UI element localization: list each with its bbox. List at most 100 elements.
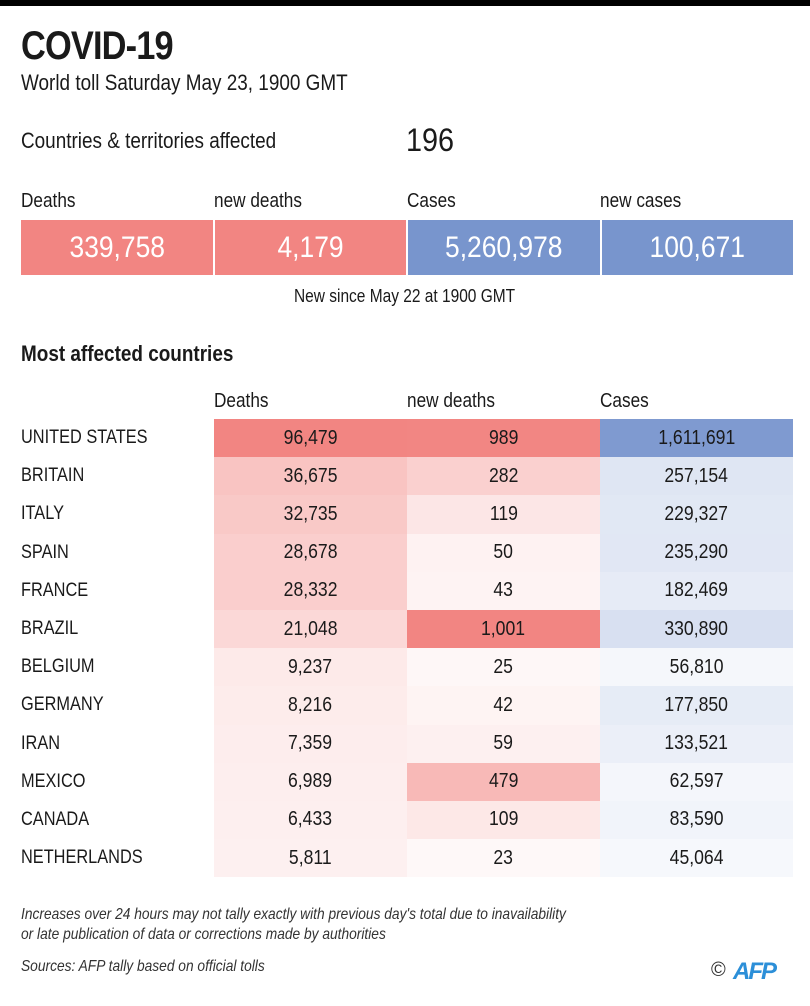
new-deaths-cell: 43	[407, 571, 600, 610]
country-name: NETHERLANDS	[21, 839, 214, 877]
deaths-cell: 36,675	[214, 457, 407, 496]
deaths-cell-value: 6,989	[288, 770, 333, 793]
country-name-value: GERMANY	[21, 694, 104, 716]
summary-cases-value: 5,260,978	[445, 230, 563, 264]
new-deaths-cell: 50	[407, 533, 600, 572]
country-name-value: NETHERLANDS	[21, 847, 143, 869]
country-name-value: FRANCE	[21, 579, 89, 601]
new-deaths-cell: 479	[407, 762, 600, 801]
summary-deaths: 339,758	[21, 220, 213, 275]
country-name-value: CANADA	[21, 808, 90, 830]
summary-note: New since May 22 at 1900 GMT	[0, 286, 810, 307]
new-deaths-cell-value: 42	[493, 693, 514, 716]
new-deaths-cell-value: 25	[493, 655, 514, 678]
countries-affected-label: Countries & territories affected	[21, 128, 277, 153]
summary-new-deaths: 4,179	[214, 220, 406, 275]
deaths-cell-value: 5,811	[289, 846, 332, 869]
table-header-new-deaths: new deaths	[407, 390, 495, 412]
footnote-line-1: Increases over 24 hours may not tally ex…	[21, 906, 566, 923]
new-deaths-cell-value: 109	[488, 808, 519, 831]
cases-cell-value: 133,521	[664, 732, 729, 755]
cases-cell: 133,521	[600, 724, 793, 763]
summary-new-deaths-value: 4,179	[277, 230, 344, 264]
country-name: CANADA	[21, 801, 214, 839]
new-deaths-cell: 42	[407, 686, 600, 725]
deaths-cell: 6,433	[214, 800, 407, 840]
table-row: ITALY 32,735 119 229,327	[21, 495, 793, 534]
cases-cell-value: 330,890	[664, 617, 729, 640]
cases-cell: 56,810	[600, 648, 793, 687]
summary-headers: Deaths new deaths Cases new cases	[21, 190, 793, 216]
new-deaths-cell: 109	[407, 800, 600, 840]
new-deaths-cell: 989	[407, 419, 600, 458]
table-row: FRANCE 28,332 43 182,469	[21, 571, 793, 610]
cases-cell-value: 229,327	[664, 502, 729, 525]
cases-cell-value: 45,064	[669, 846, 724, 869]
new-deaths-cell: 23	[407, 839, 600, 878]
cases-cell-value: 83,590	[669, 808, 724, 831]
cases-cell: 235,290	[600, 533, 793, 572]
new-deaths-cell-value: 119	[489, 502, 518, 525]
countries-affected-value: 196	[406, 122, 455, 158]
footnote-line-2: or late publication of data or correctio…	[21, 926, 386, 943]
deaths-cell: 6,989	[214, 762, 407, 801]
countries-table: UNITED STATES 96,479 989 1,611,691 BRITAIN 36…	[21, 419, 793, 878]
table-row: GERMANY 8,216 42 177,850	[21, 686, 793, 725]
table-row: BELGIUM 9,237 25 56,810	[21, 648, 793, 687]
table-row: BRITAIN 36,675 282 257,154	[21, 457, 793, 496]
deaths-cell: 5,811	[214, 839, 407, 878]
most-affected-title: Most affected countries	[21, 341, 234, 366]
summary-header-new-cases: new cases	[600, 190, 682, 212]
table-headers: Deaths new deaths Cases	[21, 390, 793, 414]
new-deaths-cell-value: 282	[488, 464, 519, 487]
deaths-cell: 8,216	[214, 686, 407, 725]
table-row: UNITED STATES 96,479 989 1,611,691	[21, 419, 793, 458]
cases-cell-value: 182,469	[664, 579, 729, 602]
footnote: Increases over 24 hours may not tally ex…	[21, 905, 566, 945]
country-name-value: IRAN	[21, 732, 61, 754]
page-subtitle: World toll Saturday May 23, 1900 GMT	[21, 70, 348, 95]
deaths-cell-value: 8,216	[288, 693, 333, 716]
cases-cell: 177,850	[600, 686, 793, 725]
cases-cell-value: 177,850	[664, 693, 729, 716]
new-deaths-cell-value: 43	[493, 579, 514, 602]
page-title: COVID-19	[21, 24, 174, 68]
country-name: ITALY	[21, 495, 214, 533]
summary-new-cases-value: 100,671	[649, 230, 745, 264]
country-name: UNITED STATES	[21, 419, 214, 457]
deaths-cell: 7,359	[214, 724, 407, 763]
new-deaths-cell-value: 989	[488, 426, 519, 449]
country-name: BRAZIL	[21, 610, 214, 648]
sources: Sources: AFP tally based on official tol…	[21, 958, 265, 975]
deaths-cell-value: 21,048	[283, 617, 338, 640]
deaths-cell: 96,479	[214, 419, 407, 458]
top-bar	[0, 0, 810, 6]
cases-cell: 45,064	[600, 839, 793, 878]
new-deaths-cell: 1,001	[407, 609, 600, 649]
afp-logo: AFP	[733, 958, 777, 985]
country-name: BRITAIN	[21, 457, 214, 495]
table-row: SPAIN 28,678 50 235,290	[21, 533, 793, 572]
deaths-cell-value: 36,675	[283, 464, 338, 487]
deaths-cell: 21,048	[214, 609, 407, 649]
summary-header-deaths: Deaths	[21, 190, 76, 212]
country-name: BELGIUM	[21, 648, 214, 686]
new-deaths-cell-value: 23	[493, 846, 514, 869]
deaths-cell-value: 32,735	[283, 502, 338, 525]
new-deaths-cell: 25	[407, 648, 600, 687]
cases-cell-value: 56,810	[669, 655, 724, 678]
new-deaths-cell-value: 59	[493, 732, 514, 755]
table-row: MEXICO 6,989 479 62,597	[21, 762, 793, 801]
deaths-cell-value: 6,433	[288, 808, 333, 831]
country-name-value: UNITED STATES	[21, 427, 148, 449]
country-name: MEXICO	[21, 763, 214, 801]
cases-cell-value: 1,611,691	[658, 426, 735, 449]
cases-cell: 257,154	[600, 457, 793, 496]
summary-note-text: New since May 22 at 1900 GMT	[294, 286, 516, 306]
summary-new-cases: 100,671	[601, 220, 793, 275]
new-deaths-cell-value: 50	[493, 541, 514, 564]
deaths-cell-value: 28,332	[283, 579, 338, 602]
country-name-value: BELGIUM	[21, 656, 95, 678]
deaths-cell: 9,237	[214, 648, 407, 687]
deaths-cell: 28,678	[214, 533, 407, 572]
